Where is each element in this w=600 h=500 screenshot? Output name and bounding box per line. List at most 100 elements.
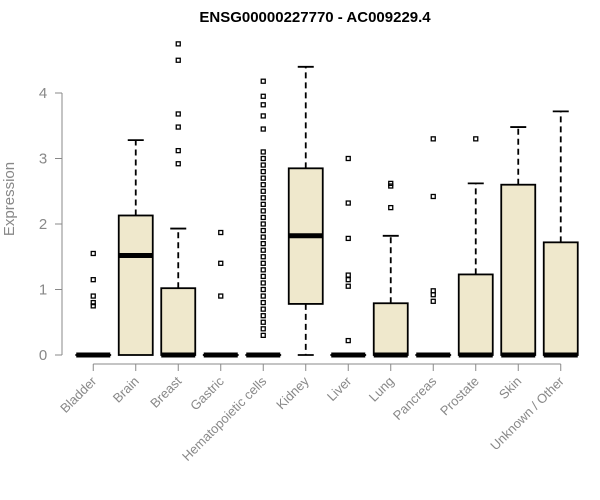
outlier-point	[260, 188, 266, 194]
outlier-point	[260, 195, 266, 201]
outlier-point	[260, 293, 266, 299]
x-tick-label: Hematopoietic cells	[179, 373, 270, 464]
outlier-point	[260, 332, 266, 339]
outlier-point	[260, 240, 266, 247]
outlier-point	[90, 303, 96, 309]
box-breast	[160, 41, 197, 358]
x-tick-label: Bladder	[57, 373, 100, 416]
outlier-point	[430, 136, 436, 142]
box-prostate	[457, 136, 494, 358]
y-tick-label: 2	[39, 216, 47, 233]
outlier-point	[260, 162, 266, 168]
outlier-point	[388, 180, 394, 187]
outlier-point	[260, 113, 266, 119]
outlier-point	[260, 306, 266, 312]
outlier-point	[260, 155, 266, 162]
outlier-point	[260, 182, 266, 188]
box-rect	[542, 241, 579, 356]
outlier-point	[90, 299, 96, 306]
outlier-point	[260, 78, 266, 84]
outlier-point	[260, 260, 266, 266]
outlier-point	[218, 293, 224, 299]
y-tick-label: 1	[39, 282, 47, 299]
outlier-point	[345, 155, 351, 162]
outlier-point	[175, 111, 181, 117]
box-liver	[330, 155, 367, 358]
x-tick-label: Kidney	[273, 373, 312, 412]
outlier-point	[260, 267, 266, 273]
box-brain	[117, 139, 154, 356]
outlier-point	[260, 234, 266, 240]
box-rect	[457, 273, 494, 356]
box-kidney	[287, 65, 324, 356]
outlier-point	[218, 260, 224, 266]
outlier-point	[260, 126, 266, 132]
outlier-point	[260, 247, 266, 253]
box-unknown-other	[542, 110, 579, 358]
outlier-point	[260, 313, 266, 319]
outlier-point	[260, 102, 266, 108]
outlier-point	[260, 201, 266, 208]
outlier-point	[175, 161, 181, 167]
outlier-point	[260, 208, 266, 214]
outlier-point	[175, 57, 181, 63]
outlier-point	[260, 254, 266, 260]
y-tick-label: 3	[39, 151, 47, 168]
chart-title: ENSG00000227770 - AC009229.4	[199, 9, 431, 26]
outlier-point	[345, 235, 351, 242]
y-tick-label: 0	[39, 347, 47, 364]
box-skin	[500, 126, 537, 358]
outlier-point	[260, 149, 266, 155]
y-tick-label: 4	[39, 85, 47, 102]
outlier-point	[260, 273, 266, 280]
outlier-point	[260, 221, 266, 227]
outlier-point	[260, 168, 266, 175]
outlier-point	[388, 204, 394, 211]
box-rect	[372, 302, 409, 356]
box-rect	[500, 183, 537, 356]
box-pancreas	[415, 136, 452, 358]
x-tick-label: Prostate	[437, 374, 482, 419]
outlier-point	[175, 147, 181, 154]
outlier-point	[345, 272, 351, 278]
outlier-point	[260, 93, 266, 99]
outlier-point	[260, 326, 266, 332]
y-axis: 0 1 2 3 4	[39, 85, 63, 364]
outlier-point	[260, 280, 266, 286]
outlier-point	[260, 214, 266, 221]
outlier-point	[90, 293, 96, 299]
outlier-point	[90, 250, 96, 257]
outlier-point	[430, 298, 436, 304]
box-lung	[372, 180, 409, 358]
x-tick-label: Liver	[324, 373, 355, 404]
outlier-point	[345, 337, 351, 344]
outlier-point	[430, 193, 436, 200]
box-bladder	[75, 250, 112, 358]
outlier-point	[345, 200, 351, 206]
x-tick-label: Pancreas	[390, 373, 440, 423]
outlier-point	[90, 277, 96, 283]
x-tick-label: Breast	[147, 373, 184, 410]
x-tick-label: Brain	[110, 374, 142, 406]
outlier-point	[260, 299, 266, 306]
x-tick-label: Lung	[366, 374, 397, 405]
outlier-point	[260, 175, 266, 181]
outlier-point	[430, 288, 436, 294]
outlier-point	[260, 319, 266, 325]
outlier-point	[175, 41, 181, 47]
x-tick-label: Gastric	[187, 373, 227, 413]
y-axis-label: Expression	[1, 162, 18, 236]
outlier-point	[260, 227, 266, 234]
box-rect	[117, 214, 154, 356]
box-hematopoietic-cells	[245, 78, 282, 358]
outlier-point	[345, 283, 351, 289]
outlier-point	[260, 286, 266, 293]
outlier-point	[473, 136, 479, 142]
outlier-point	[175, 124, 181, 130]
x-tick-label: Skin	[496, 374, 524, 402]
plot-area	[75, 41, 579, 358]
x-tick-label: Unknown / Other	[487, 373, 567, 453]
box-gastric	[202, 229, 239, 358]
